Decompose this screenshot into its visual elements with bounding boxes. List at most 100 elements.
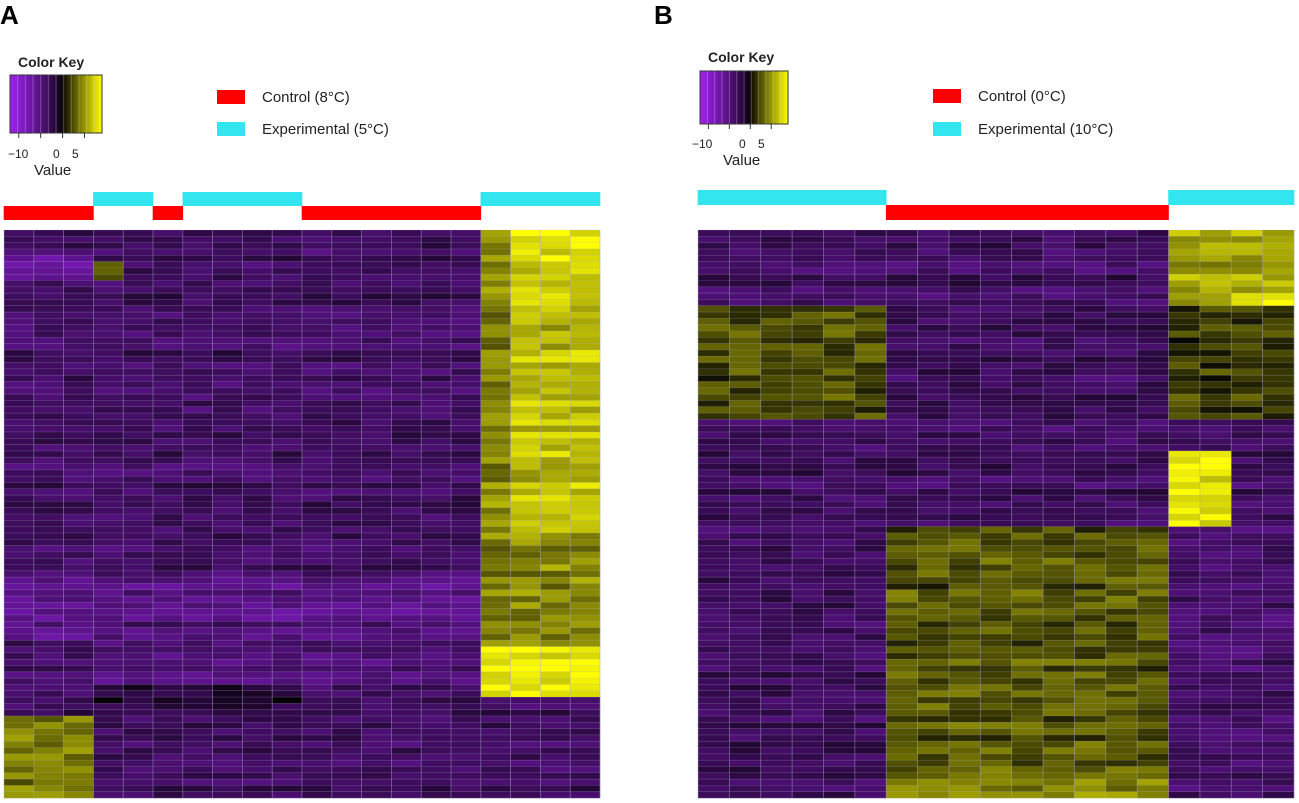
heatmap-cell xyxy=(33,501,64,508)
heatmap-cell xyxy=(391,659,422,666)
panel-a-legend-experimental-label: Experimental (5°C) xyxy=(262,121,389,138)
column-group-experimental xyxy=(182,192,213,206)
heatmap-cell xyxy=(1105,779,1138,786)
heatmap-cell xyxy=(760,274,793,281)
heatmap-cell xyxy=(272,343,303,351)
heatmap-cell xyxy=(242,785,273,792)
heatmap-cell xyxy=(854,267,887,275)
heatmap-cell xyxy=(272,753,303,761)
heatmap-cell xyxy=(760,337,793,344)
heatmap-cell xyxy=(1011,715,1044,723)
heatmap-cell xyxy=(153,255,183,262)
heatmap-cell xyxy=(1011,734,1044,742)
heatmap-cell xyxy=(854,596,887,603)
heatmap-cell xyxy=(1168,419,1201,426)
heatmap-cell xyxy=(1137,457,1169,464)
heatmap-cell xyxy=(1043,709,1075,717)
heatmap-cell xyxy=(1105,305,1138,313)
heatmap-cell xyxy=(4,545,34,553)
heatmap-cell xyxy=(331,482,362,489)
heatmap-cell xyxy=(153,444,183,452)
heatmap-cell xyxy=(570,425,601,433)
heatmap-cell xyxy=(917,722,950,729)
heatmap-cell xyxy=(212,539,243,546)
heatmap-cell xyxy=(451,741,481,748)
heatmap-cell xyxy=(4,697,34,704)
heatmap-cell xyxy=(1168,583,1201,590)
heatmap-cell xyxy=(1168,709,1201,717)
heatmap-cell xyxy=(948,463,981,471)
heatmap-cell xyxy=(540,608,571,616)
heatmap-cell xyxy=(510,230,541,237)
heatmap-cell xyxy=(242,646,273,654)
heatmap-cell xyxy=(1137,545,1169,553)
heatmap-cell xyxy=(510,709,541,717)
heatmap-cell xyxy=(33,457,64,464)
heatmap-cell xyxy=(854,646,887,654)
heatmap-cell xyxy=(1011,248,1044,256)
heatmap-cell xyxy=(331,564,362,571)
heatmap-cell xyxy=(854,375,887,382)
heatmap-cell xyxy=(63,476,94,483)
heatmap-cell xyxy=(302,753,332,761)
heatmap-cell xyxy=(510,614,541,622)
heatmap-cell xyxy=(540,230,571,237)
heatmap-cell xyxy=(510,596,541,603)
heatmap-cell xyxy=(948,349,981,357)
heatmap-cell xyxy=(1043,482,1075,489)
heatmap-cell xyxy=(948,684,981,691)
heatmap-cell xyxy=(361,349,392,357)
heatmap-cell xyxy=(4,570,34,578)
heatmap-cell xyxy=(1137,349,1169,357)
panel-a-color-key-ticks xyxy=(18,133,85,138)
heatmap-cell xyxy=(4,551,34,559)
heatmap-cell xyxy=(451,469,481,477)
heatmap-cell xyxy=(1137,450,1169,458)
heatmap-cell xyxy=(451,665,481,672)
heatmap-cell xyxy=(540,476,571,483)
heatmap-cell xyxy=(1231,785,1263,792)
heatmap-cell xyxy=(1168,476,1201,483)
heatmap-cell xyxy=(451,236,481,243)
heatmap-cell xyxy=(4,539,34,546)
heatmap-cell xyxy=(729,709,761,717)
heatmap-cell xyxy=(510,564,541,571)
heatmap-cell xyxy=(980,248,1012,256)
heatmap-cell xyxy=(570,375,601,382)
heatmap-cell xyxy=(272,286,303,294)
column-group-experimental xyxy=(729,190,762,205)
heatmap-cell xyxy=(33,261,64,269)
heatmap-cell xyxy=(4,722,34,729)
heatmap-cell xyxy=(948,242,981,250)
heatmap-cell xyxy=(421,450,452,458)
heatmap-cell xyxy=(272,760,303,767)
heatmap-cell xyxy=(242,753,273,761)
heatmap-cell xyxy=(1262,255,1295,262)
heatmap-cell xyxy=(1043,457,1075,464)
heatmap-cell xyxy=(93,450,124,458)
heatmap-cell xyxy=(570,299,601,306)
heatmap-cell xyxy=(182,785,213,792)
heatmap-cell xyxy=(1262,640,1295,647)
heatmap-cell xyxy=(570,640,601,647)
heatmap-cell xyxy=(33,659,64,666)
heatmap-cell xyxy=(698,690,730,698)
heatmap-cell xyxy=(272,450,303,458)
heatmap-cell xyxy=(1043,274,1075,281)
heatmap-cell xyxy=(4,715,34,723)
heatmap-cell xyxy=(361,330,392,338)
heatmap-cell xyxy=(123,286,154,294)
heatmap-cell xyxy=(980,760,1012,767)
heatmap-cell xyxy=(1231,305,1263,313)
heatmap-cell xyxy=(1137,728,1169,736)
heatmap-cell xyxy=(182,753,213,761)
heatmap-cell xyxy=(361,482,392,489)
heatmap-cell xyxy=(886,596,918,603)
heatmap-cell xyxy=(540,646,571,654)
heatmap-cell xyxy=(123,312,154,319)
heatmap-cell xyxy=(480,551,511,559)
heatmap-cell xyxy=(886,450,918,458)
heatmap-cell xyxy=(1137,501,1169,508)
heatmap-cell xyxy=(302,741,332,748)
heatmap-cell xyxy=(361,375,392,382)
